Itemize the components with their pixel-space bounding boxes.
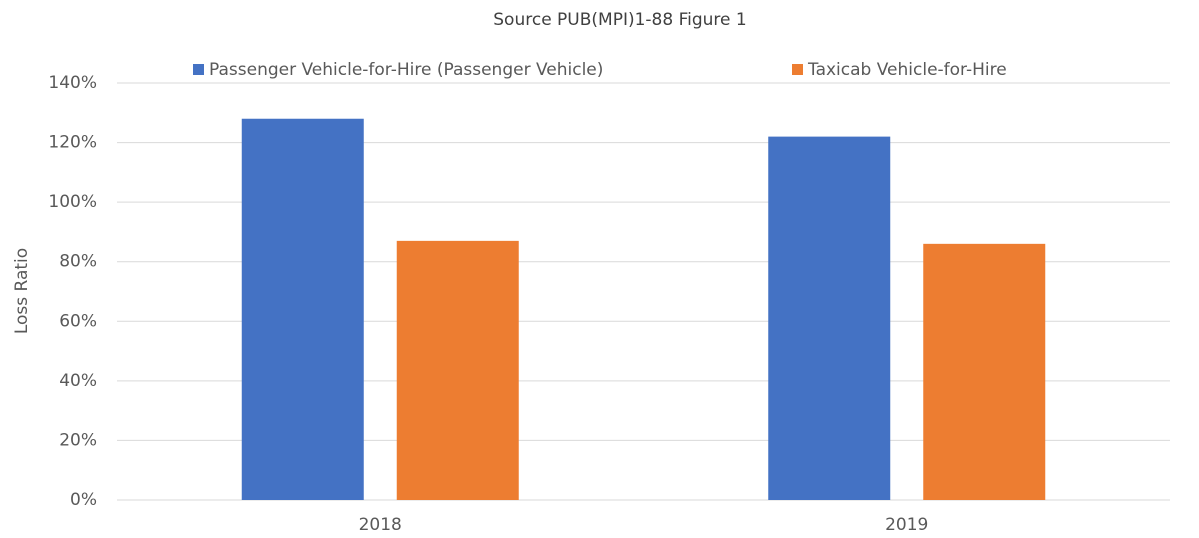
- y-tick-label: 120%: [48, 133, 97, 153]
- legend-swatch: [792, 64, 803, 75]
- legend-swatch: [193, 64, 204, 75]
- bar: [396, 240, 519, 500]
- y-tick-label: 40%: [59, 371, 97, 391]
- y-axis-label: Loss Ratio: [12, 248, 32, 334]
- y-tick-label: 20%: [59, 430, 97, 450]
- y-tick-label: 100%: [48, 192, 97, 212]
- chart-title: Source PUB(MPI)1-88 Figure 1: [493, 10, 746, 30]
- y-tick-label: 80%: [59, 252, 97, 272]
- y-tick-label: 0%: [70, 490, 97, 510]
- y-tick-label: 60%: [59, 311, 97, 331]
- bar: [923, 243, 1046, 501]
- x-tick-label: 2019: [885, 515, 928, 535]
- legend-label: Taxicab Vehicle-for-Hire: [807, 60, 1007, 80]
- x-tick-label: 2018: [359, 515, 402, 535]
- legend-label: Passenger Vehicle-for-Hire (Passenger Ve…: [209, 60, 603, 80]
- bar: [241, 118, 364, 500]
- y-tick-label: 140%: [48, 73, 97, 93]
- bar: [768, 136, 891, 500]
